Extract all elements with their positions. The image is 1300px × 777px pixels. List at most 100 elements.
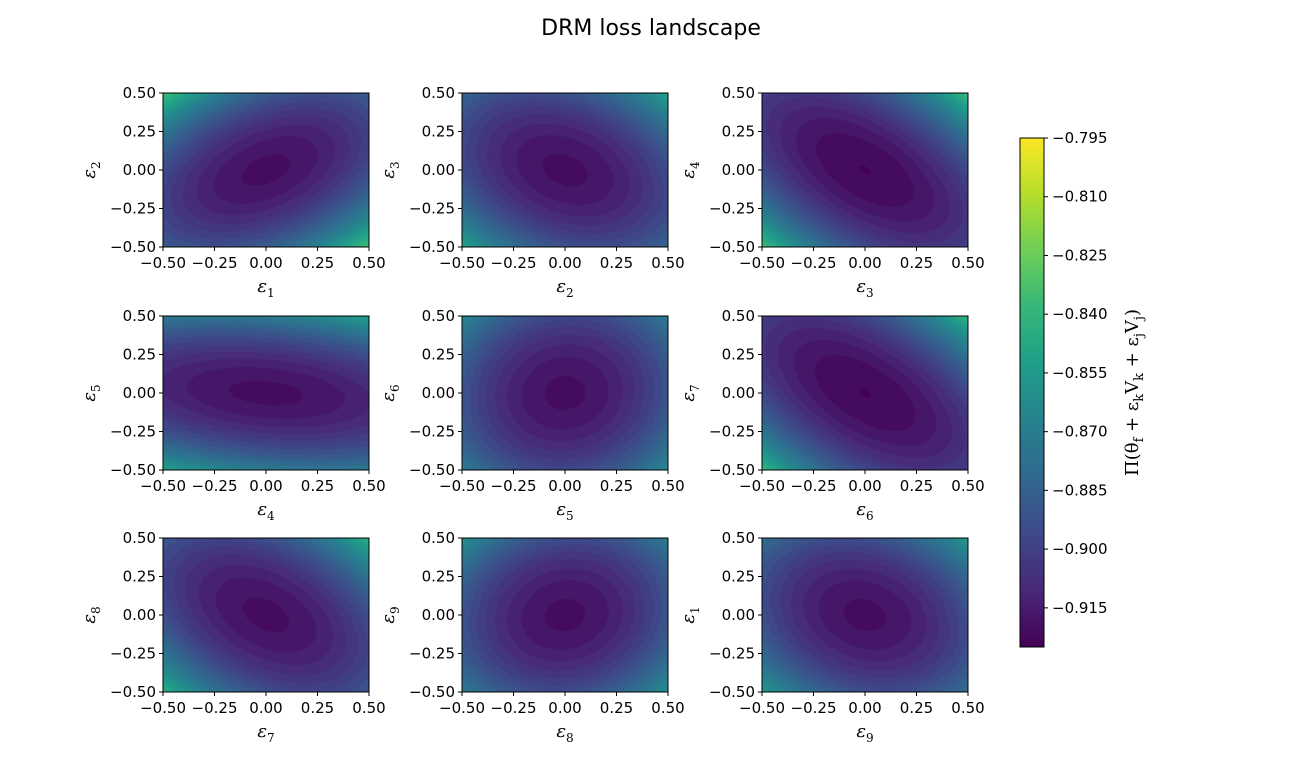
x-tick-label: 0.50 [352, 477, 385, 495]
colorbar-tick-label: −0.795 [1052, 129, 1108, 147]
y-tick-label: 0.25 [422, 123, 455, 141]
colorbar-gradient [1020, 138, 1044, 647]
x-tick-label: 0.25 [301, 477, 334, 495]
x-tick-label: 0.00 [848, 254, 881, 272]
y-axis-label: ε1 [678, 606, 702, 623]
y-tick-label: 0.50 [123, 307, 156, 325]
y-tick-label: 0.50 [722, 529, 755, 547]
subplot-6: −0.50 −0.25 0.00 0.25 0.500.500.250.00−0.25−… [678, 307, 985, 523]
x-tick-label: 0.00 [249, 477, 282, 495]
x-tick-label: 0.50 [352, 254, 385, 272]
x-tick-label: 0.25 [600, 699, 633, 717]
colorbar-frame [1019, 137, 1045, 648]
x-tick-label: 0.50 [951, 254, 984, 272]
y-tick-label: −0.50 [110, 461, 156, 479]
x-tick-label: 0.25 [600, 477, 633, 495]
x-tick-label: −0.50 [439, 477, 485, 495]
colorbar-tick-label: −0.900 [1052, 540, 1108, 558]
y-axis-label: ε7 [678, 384, 702, 401]
x-axis-label: ε6 [856, 499, 873, 523]
x-tick-label: 0.50 [651, 477, 684, 495]
y-tick-label: 0.25 [722, 568, 755, 586]
y-tick-label: 0.25 [422, 568, 455, 586]
x-tick-label: −0.25 [791, 254, 837, 272]
colorbar-tick-label: −0.885 [1052, 481, 1108, 499]
y-tick-label: 0.50 [422, 307, 455, 325]
subplot-5: −0.50 −0.25 0.00 0.25 0.500.500.250.00−0.25−… [378, 307, 685, 523]
x-tick-label: 0.25 [900, 477, 933, 495]
y-axis-label: ε4 [678, 161, 702, 179]
x-tick-label: −0.50 [739, 254, 785, 272]
y-tick-label: 0.25 [722, 346, 755, 364]
subplot-1: −0.50 −0.25 0.00 0.25 0.500.500.250.00−0.25−… [79, 84, 386, 300]
x-tick-label: 0.50 [651, 254, 684, 272]
y-tick-label: 0.25 [123, 568, 156, 586]
x-tick-label: 0.50 [951, 477, 984, 495]
x-tick-label: −0.25 [491, 254, 537, 272]
x-tick-label: 0.25 [301, 254, 334, 272]
y-axis-label: ε5 [79, 384, 103, 401]
y-tick-label: 0.00 [422, 161, 455, 179]
x-tick-label: 0.00 [848, 477, 881, 495]
x-tick-label: −0.50 [140, 477, 186, 495]
subplot-7: −0.50 −0.25 0.00 0.25 0.500.500.250.00−0.25−… [79, 529, 386, 745]
colorbar-tick-label: −0.810 [1052, 188, 1108, 206]
y-tick-label: −0.50 [709, 683, 755, 701]
x-tick-label: −0.25 [192, 254, 238, 272]
heatmap-image [462, 93, 668, 247]
y-tick-label: 0.00 [123, 606, 156, 624]
y-axis-label: ε6 [378, 384, 402, 401]
subplot-8: −0.50 −0.25 0.00 0.25 0.500.500.250.00−0.25−… [378, 529, 685, 745]
x-tick-label: 0.00 [548, 699, 581, 717]
x-axis-label: ε2 [556, 276, 573, 300]
colorbar-tick-label: −0.915 [1052, 599, 1108, 617]
heatmap-image [462, 316, 668, 470]
y-tick-label: −0.25 [110, 645, 156, 663]
x-tick-label: −0.25 [192, 699, 238, 717]
y-tick-label: −0.25 [110, 200, 156, 218]
y-tick-label: 0.50 [722, 307, 755, 325]
y-tick-label: 0.50 [422, 529, 455, 547]
subplot-9: −0.50 −0.25 0.00 0.25 0.500.500.250.00−0.25−… [678, 529, 985, 745]
y-tick-label: −0.25 [709, 645, 755, 663]
heatmap-image [163, 316, 369, 470]
x-axis-label: ε5 [556, 499, 573, 523]
y-axis-label: ε9 [378, 606, 402, 623]
x-tick-label: 0.00 [548, 254, 581, 272]
y-tick-label: 0.00 [722, 384, 755, 402]
x-tick-label: 0.25 [600, 254, 633, 272]
x-axis-label: ε1 [257, 276, 274, 300]
x-tick-label: −0.50 [739, 477, 785, 495]
x-tick-label: 0.25 [301, 699, 334, 717]
y-tick-label: 0.00 [722, 161, 755, 179]
x-tick-label: −0.25 [491, 477, 537, 495]
y-tick-label: 0.50 [123, 529, 156, 547]
y-tick-label: −0.25 [110, 423, 156, 441]
x-tick-label: −0.25 [791, 699, 837, 717]
x-tick-label: 0.00 [249, 254, 282, 272]
x-tick-label: 0.50 [651, 699, 684, 717]
y-tick-label: −0.25 [709, 423, 755, 441]
y-tick-label: 0.25 [422, 346, 455, 364]
y-tick-label: 0.00 [123, 384, 156, 402]
y-tick-label: 0.00 [422, 384, 455, 402]
colorbar: −0.795 −0.810 −0.825 −0.840 −0.855 −0.870 −0.8… [1019, 129, 1147, 648]
y-tick-label: 0.00 [123, 161, 156, 179]
x-tick-label: 0.25 [900, 254, 933, 272]
x-tick-label: −0.25 [491, 699, 537, 717]
subplot-4: −0.50 −0.25 0.00 0.25 0.500.500.250.00−0.25−… [79, 307, 386, 523]
y-tick-label: 0.50 [123, 84, 156, 102]
y-tick-label: −0.25 [409, 423, 455, 441]
figure-title: DRM loss landscape [541, 16, 761, 41]
y-axis-label: ε2 [79, 161, 103, 178]
y-tick-label: 0.25 [722, 123, 755, 141]
x-axis-label: ε7 [257, 721, 274, 745]
y-tick-label: −0.50 [110, 238, 156, 256]
heatmap-image [462, 538, 668, 692]
x-axis-label: ε9 [856, 721, 873, 745]
x-axis-label: ε3 [856, 276, 873, 300]
y-tick-label: 0.25 [123, 123, 156, 141]
x-tick-label: 0.00 [848, 699, 881, 717]
subplot-grid: −0.50 −0.25 0.00 0.25 0.500.500.250.00−0.25−… [79, 84, 985, 745]
